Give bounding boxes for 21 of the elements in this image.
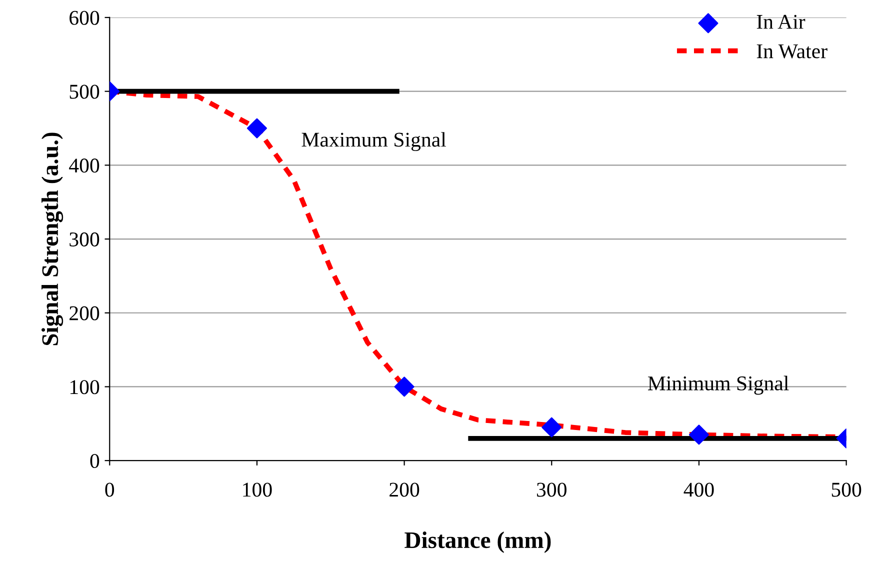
- legend-label: In Air: [756, 14, 806, 29]
- y-axis-title: Signal Strength (a.u.): [42, 132, 64, 346]
- annotation: Minimum Signal: [648, 376, 789, 395]
- y-tick-label: 100: [70, 380, 100, 394]
- y-tick-label: 0: [90, 454, 100, 468]
- y-tick-label: 500: [70, 84, 100, 99]
- x-tick-label: 100: [243, 482, 272, 497]
- legend-label: In Water: [756, 44, 828, 58]
- y-tick-label: 400: [69, 158, 100, 173]
- point: [542, 417, 562, 438]
- point: [394, 376, 414, 397]
- annotation: Maximum Signal: [302, 132, 446, 152]
- y-tick-label: 300: [70, 232, 100, 246]
- x-axis-title: Distance (mm): [404, 532, 551, 553]
- x-tick-label: 0: [105, 482, 114, 497]
- x-tick-label: 500: [832, 482, 862, 497]
- x-tick-label: 400: [684, 482, 714, 497]
- x-tick-label: 200: [390, 482, 420, 497]
- x-tick-label: 300: [537, 482, 566, 497]
- y-tick-label: 200: [70, 306, 100, 320]
- y-tick-label: 600: [70, 10, 100, 25]
